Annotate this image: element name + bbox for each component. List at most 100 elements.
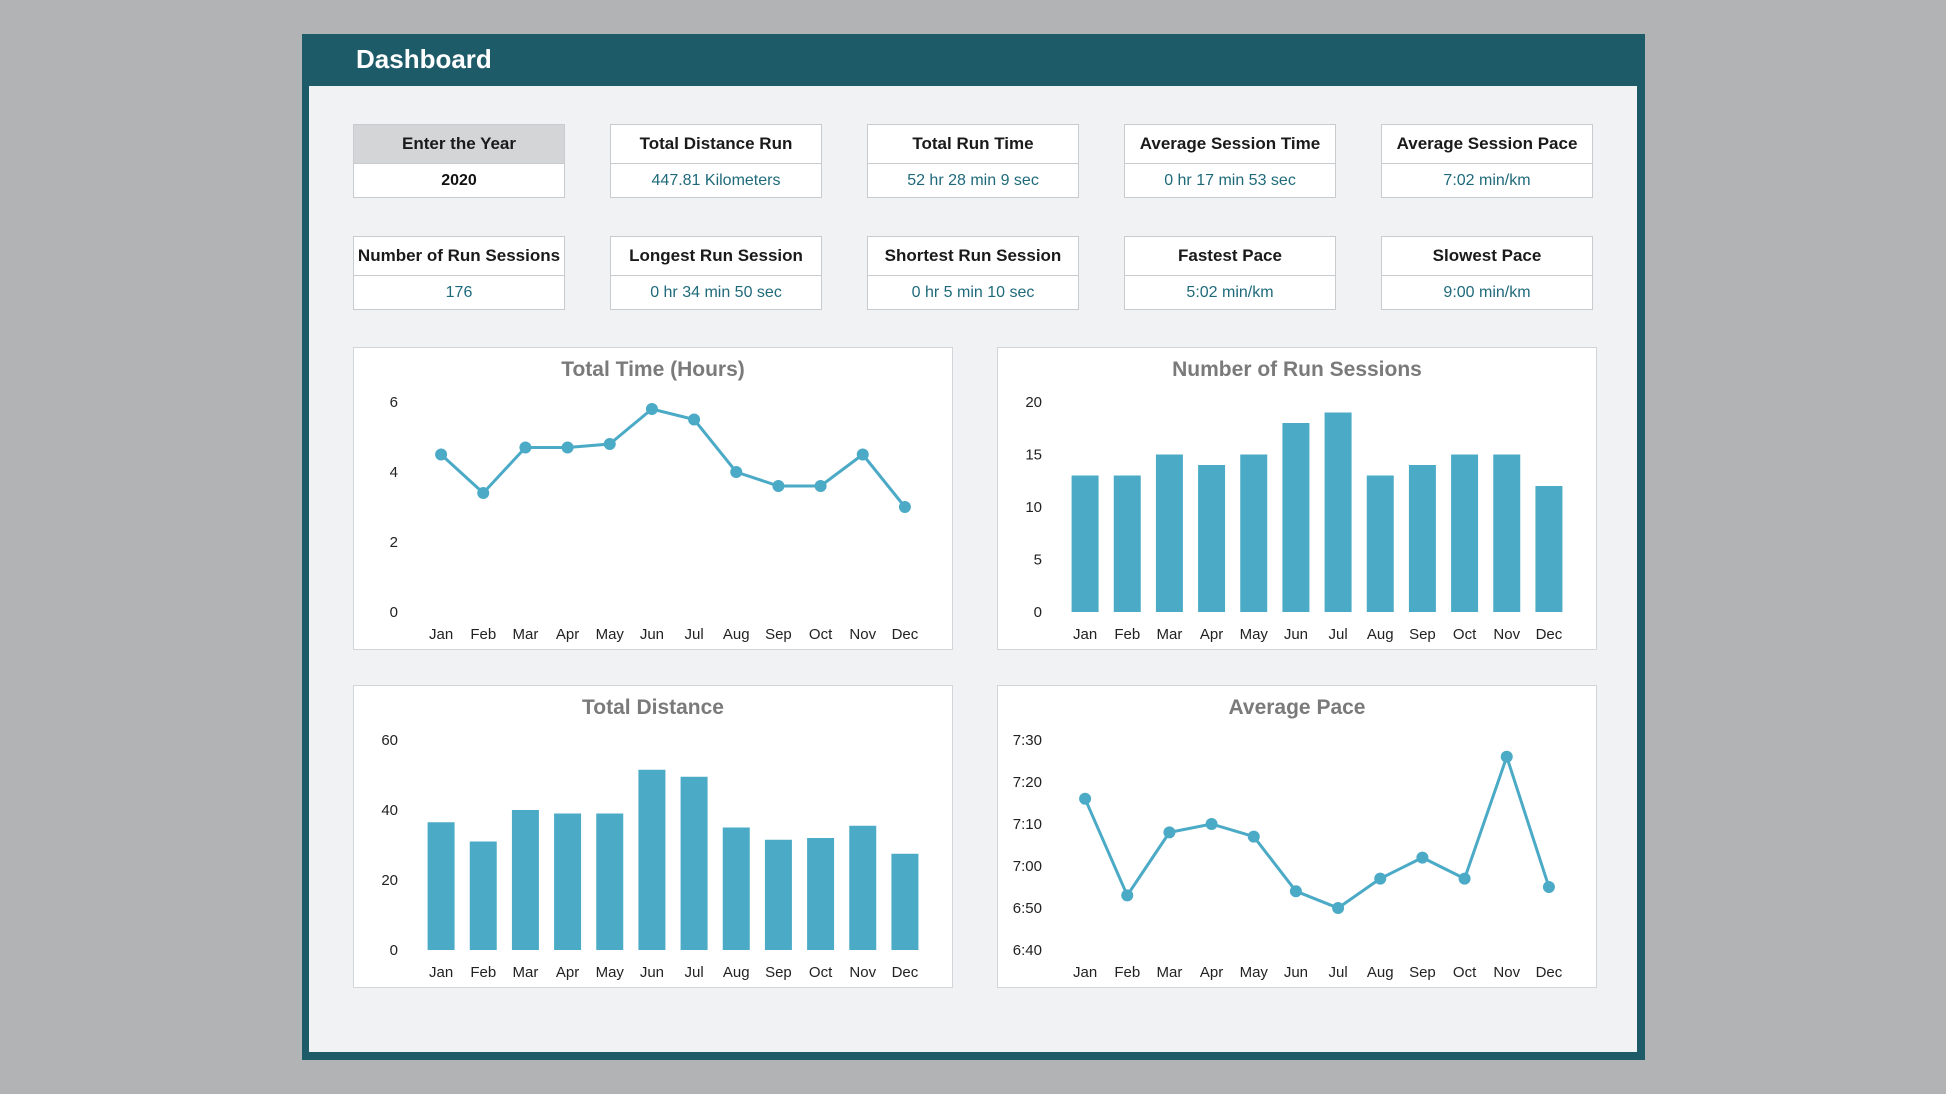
data-point xyxy=(519,441,532,454)
x-tick-label: Jul xyxy=(684,964,703,981)
bar xyxy=(849,825,877,950)
data-point xyxy=(1289,885,1302,898)
data-point xyxy=(814,480,827,492)
kpi-label: Total Distance Run xyxy=(611,125,821,164)
data-point xyxy=(1079,792,1092,805)
data-point xyxy=(1121,889,1134,902)
bar xyxy=(1113,475,1141,612)
kpi-card-longest-run: Longest Run Session 0 hr 34 min 50 sec xyxy=(610,236,822,310)
bar xyxy=(1198,465,1226,612)
x-tick-label: Apr xyxy=(556,964,579,981)
total-distance-bar-chart: 0 20 40 60 Jan Feb Mar Apr May Jun Jul Aug Sep Oct Nov… xyxy=(381,732,918,981)
kpi-value: 0 hr 34 min 50 sec xyxy=(650,284,782,301)
kpi-card-average-session-pace: Average Session Pace 7:02 min/km xyxy=(1381,124,1593,198)
x-tick-label: Mar xyxy=(1156,626,1182,643)
data-point xyxy=(1458,872,1471,885)
kpi-value: 447.81 Kilometers xyxy=(651,172,781,189)
x-tick-label: Nov xyxy=(1493,964,1520,981)
data-point xyxy=(1205,818,1218,830)
x-tick-label: Dec xyxy=(892,626,919,643)
x-tick-label: Nov xyxy=(1493,626,1520,643)
series-line xyxy=(1083,752,1551,910)
x-tick-label: Feb xyxy=(1114,626,1140,643)
bar xyxy=(1535,486,1563,612)
y-tick-label: 7:10 xyxy=(1013,816,1042,833)
y-tick-label: 4 xyxy=(390,464,398,481)
y-tick-label: 7:00 xyxy=(1013,858,1042,875)
x-tick-label: Aug xyxy=(723,626,750,643)
x-tick-label: Jan xyxy=(1073,964,1097,981)
y-tick-label: 10 xyxy=(1025,499,1042,516)
y-tick-label: 6:40 xyxy=(1013,942,1042,959)
x-tick-label: Mar xyxy=(1156,964,1182,981)
dashboard-frame: Dashboard Enter the Year 2020 Total Dist… xyxy=(302,34,1645,1060)
x-tick-label: Jan xyxy=(429,964,453,981)
y-tick-label: 20 xyxy=(381,872,398,889)
x-tick-label: Dec xyxy=(1536,626,1563,643)
kpi-card-year: Enter the Year 2020 xyxy=(353,124,565,198)
chart-title: Total Time (Hours) xyxy=(561,358,745,381)
data-point xyxy=(477,487,490,499)
bar xyxy=(680,776,708,950)
x-tick-label: Jun xyxy=(1284,626,1308,643)
bar xyxy=(722,827,750,950)
run-sessions-bar-chart: 0 5 10 15 20 Jan Feb Mar Apr May Jun Jul Aug Sep Oct No… xyxy=(1025,394,1563,643)
bar xyxy=(1451,454,1479,612)
series-line xyxy=(440,407,907,508)
y-tick-label: 2 xyxy=(390,534,398,551)
kpi-card-total-run-time: Total Run Time 52 hr 28 min 9 sec xyxy=(867,124,1079,198)
bar xyxy=(1155,454,1183,612)
y-tick-label: 7:30 xyxy=(1013,732,1042,749)
y-tick-label: 0 xyxy=(390,604,398,621)
x-tick-label: Aug xyxy=(1367,964,1394,981)
bar xyxy=(1282,423,1310,612)
y-tick-label: 0 xyxy=(1034,604,1042,621)
kpi-card-fastest-pace: Fastest Pace 5:02 min/km xyxy=(1124,236,1336,310)
kpi-label: Average Session Time xyxy=(1125,125,1335,164)
y-tick-label: 6 xyxy=(390,394,398,411)
kpi-card-shortest-run: Shortest Run Session 0 hr 5 min 10 sec xyxy=(867,236,1079,310)
x-tick-label: Aug xyxy=(1367,626,1394,643)
y-tick-label: 7:20 xyxy=(1013,774,1042,791)
y-tick-label: 60 xyxy=(381,732,398,749)
bar xyxy=(469,841,497,950)
bar xyxy=(638,769,666,950)
x-tick-label: May xyxy=(1240,626,1269,643)
x-tick-label: Nov xyxy=(849,626,876,643)
data-point xyxy=(688,413,701,426)
bar xyxy=(764,839,792,950)
chart-title: Average Pace xyxy=(1228,696,1366,719)
bar xyxy=(1366,475,1394,612)
bar xyxy=(807,838,835,950)
x-tick-label: Apr xyxy=(1200,964,1223,981)
x-tick-label: Jun xyxy=(640,964,664,981)
data-point xyxy=(1500,750,1513,763)
x-tick-label: Sep xyxy=(765,626,792,643)
page-title: Dashboard xyxy=(356,44,492,74)
kpi-card-average-session-time: Average Session Time 0 hr 17 min 53 sec xyxy=(1124,124,1336,198)
data-point xyxy=(772,480,785,492)
bar xyxy=(1071,475,1099,612)
chart-panel-total-distance: Total Distance 0 20 40 60 Jan Feb Mar Apr May Jun… xyxy=(353,685,953,988)
chart-title: Number of Run Sessions xyxy=(1172,358,1422,381)
x-tick-label: Aug xyxy=(723,964,750,981)
data-point xyxy=(856,448,869,461)
x-tick-label: Oct xyxy=(809,626,833,643)
bar xyxy=(1493,454,1521,612)
data-point xyxy=(603,438,616,450)
x-tick-label: Dec xyxy=(1536,964,1563,981)
data-point xyxy=(730,466,743,478)
data-point xyxy=(898,501,911,513)
x-tick-label: Feb xyxy=(470,626,496,643)
y-tick-label: 5 xyxy=(1034,552,1042,569)
x-tick-label: May xyxy=(596,626,625,643)
year-input[interactable]: 2020 xyxy=(441,172,477,189)
x-tick-label: Apr xyxy=(1200,626,1223,643)
x-tick-label: Jan xyxy=(429,626,453,643)
y-tick-label: 15 xyxy=(1025,447,1042,464)
kpi-value: 0 hr 17 min 53 sec xyxy=(1164,172,1296,189)
x-tick-label: Oct xyxy=(809,964,833,981)
data-point xyxy=(1332,902,1345,914)
dashboard-content: Enter the Year 2020 Total Distance Run 4… xyxy=(309,86,1637,1052)
kpi-label: Longest Run Session xyxy=(611,237,821,276)
